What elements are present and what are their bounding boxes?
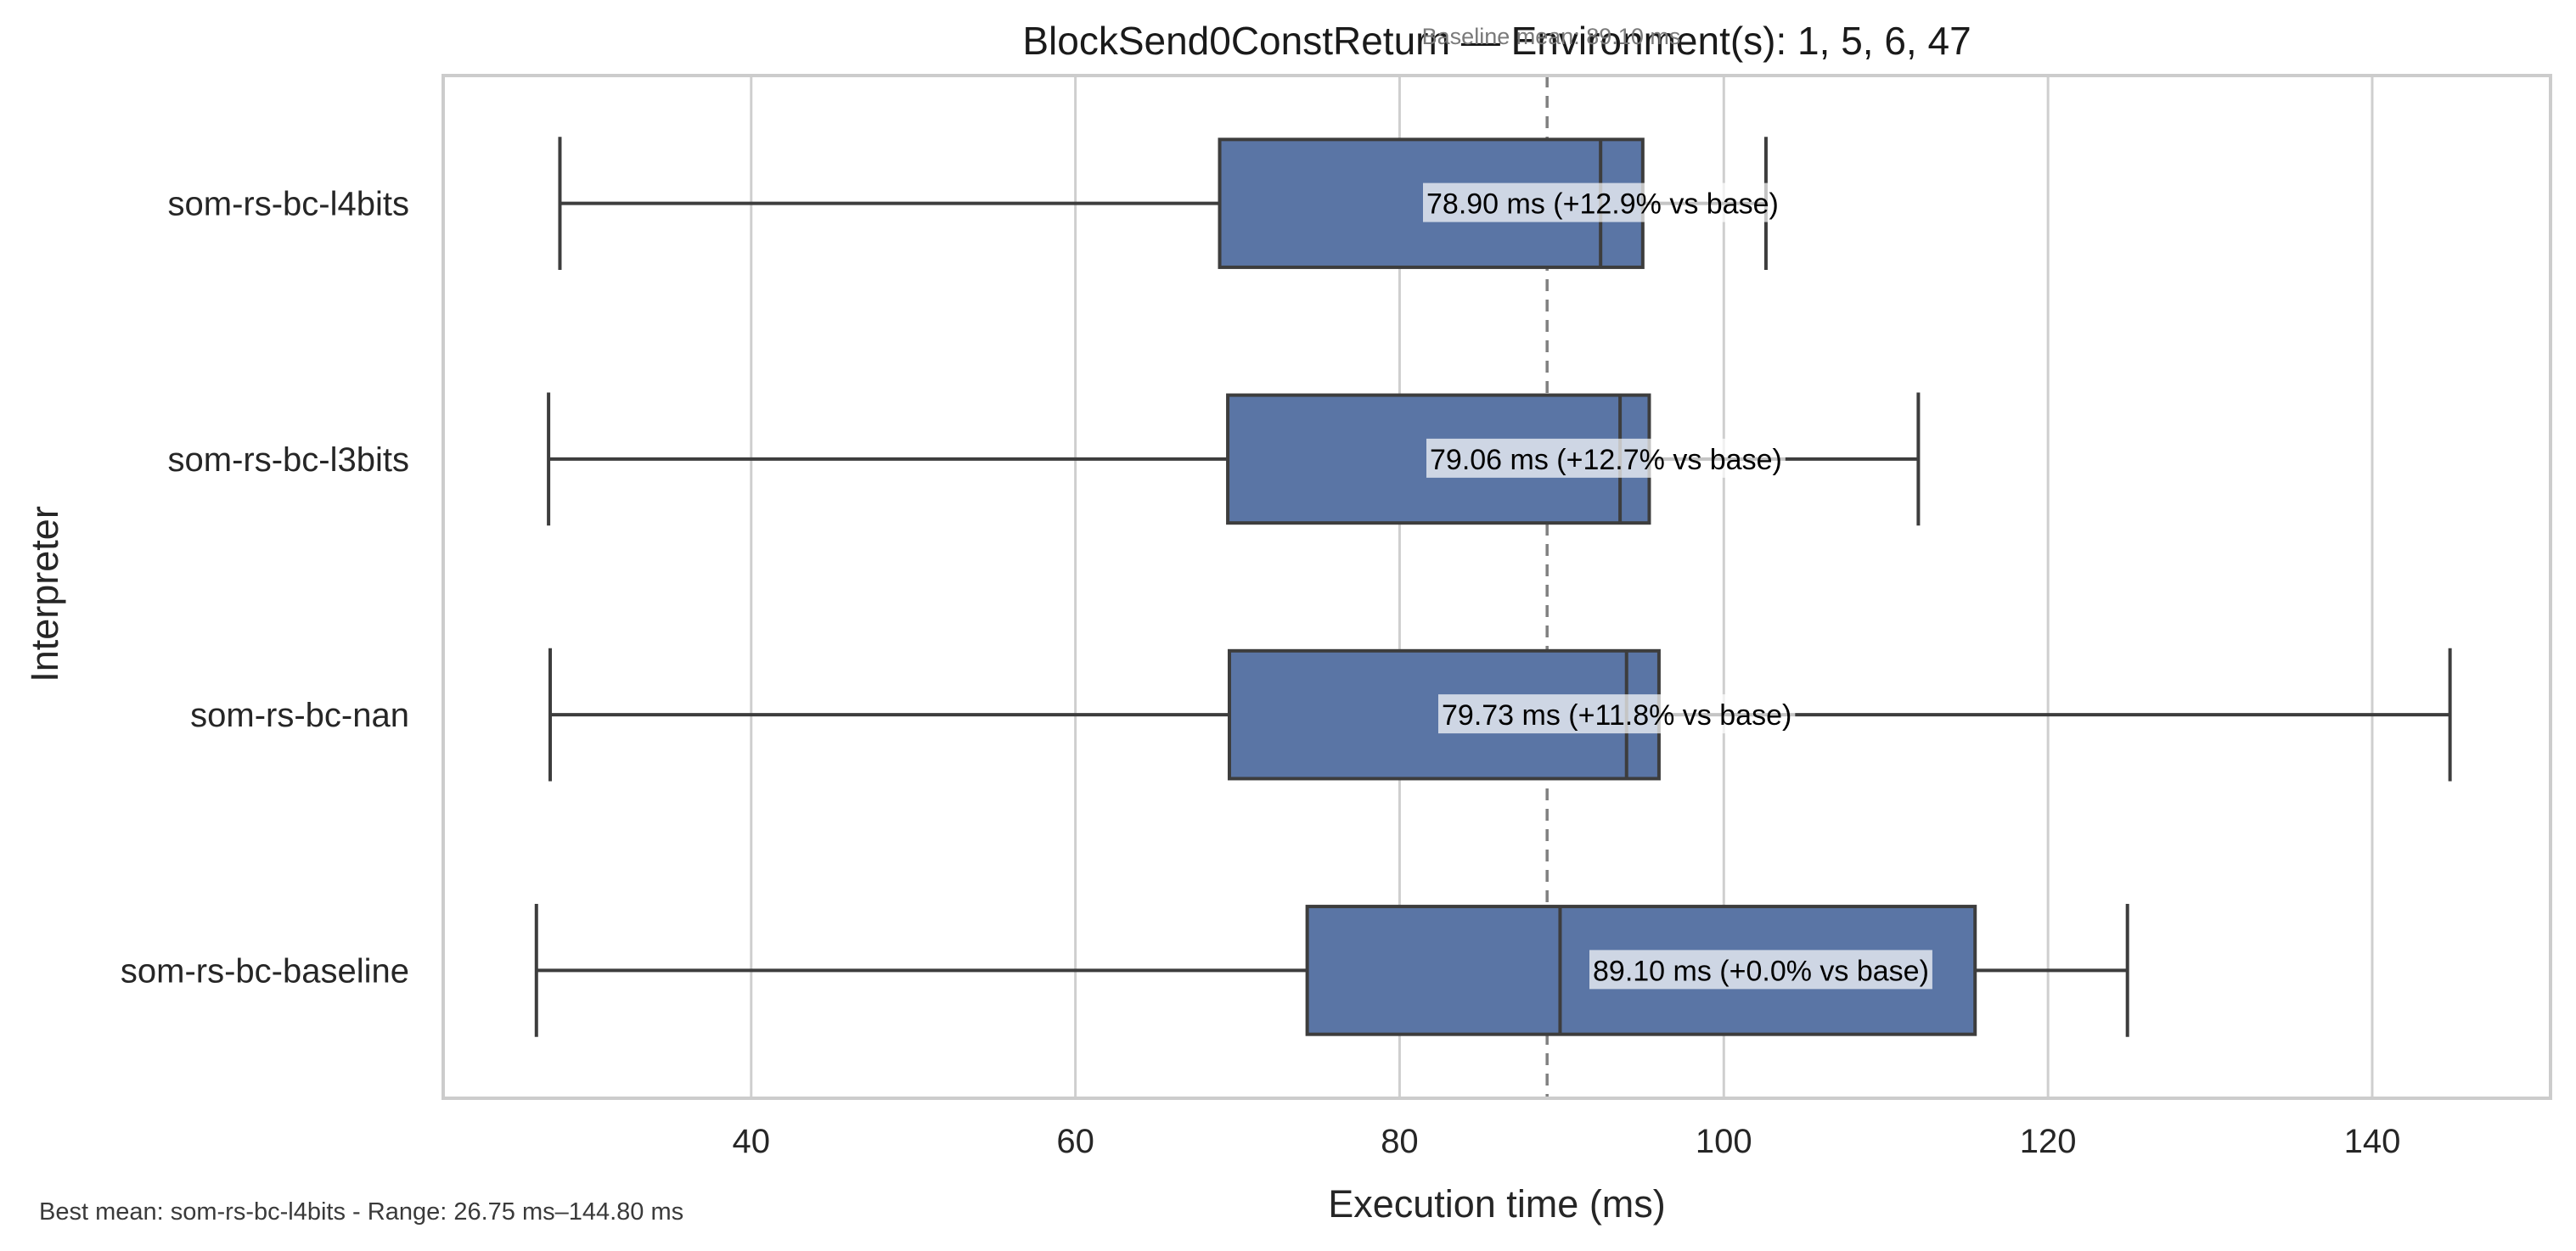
baseline-mean-label: Baseline mean: 89.10 ms bbox=[1422, 24, 1681, 49]
value-label-background bbox=[1589, 950, 1932, 990]
value-label: 89.10 ms (+0.0% vs base) bbox=[1593, 955, 1929, 987]
value-label: 79.73 ms (+11.8% vs base) bbox=[1442, 699, 1791, 732]
x-tick-label: 60 bbox=[1056, 1123, 1094, 1160]
x-tick-label: 120 bbox=[2020, 1123, 2077, 1160]
chart-title: BlockSend0ConstReturn — Environment(s): … bbox=[1022, 19, 1971, 63]
value-label-background bbox=[1438, 694, 1796, 734]
y-category-labels: som-rs-bc-l4bits som-rs-bc-l3bits som-rs-b… bbox=[121, 186, 409, 990]
value-label-background bbox=[1423, 182, 1782, 222]
value-label-layer: 78.90 ms (+12.9% vs base) 79.06 ms (+12.7… bbox=[1423, 182, 1932, 990]
x-tick-labels: 40 60 80 100 120 140 bbox=[733, 1123, 2401, 1160]
y-category-label: som-rs-bc-nan bbox=[190, 697, 409, 734]
x-tick-label: 40 bbox=[733, 1123, 771, 1160]
x-tick-label: 80 bbox=[1381, 1123, 1419, 1160]
box-layer bbox=[534, 137, 2452, 1037]
y-axis-label: Interpreter bbox=[23, 506, 66, 682]
footer-note: Best mean: som-rs-bc-l4bits - Range: 26.… bbox=[39, 1198, 683, 1226]
y-category-label: som-rs-bc-l4bits bbox=[168, 186, 409, 223]
y-category-label: som-rs-bc-l3bits bbox=[168, 441, 409, 479]
value-label: 78.90 ms (+12.9% vs base) bbox=[1426, 188, 1779, 221]
value-label: 79.06 ms (+12.7% vs base) bbox=[1430, 444, 1782, 476]
value-label-background bbox=[1426, 438, 1786, 478]
y-category-label: som-rs-bc-baseline bbox=[121, 952, 409, 990]
x-tick-label: 100 bbox=[1696, 1123, 1752, 1160]
x-tick-label: 140 bbox=[2344, 1123, 2401, 1160]
x-axis-label: Execution time (ms) bbox=[1328, 1182, 1666, 1226]
plot-frame bbox=[442, 74, 2552, 1100]
